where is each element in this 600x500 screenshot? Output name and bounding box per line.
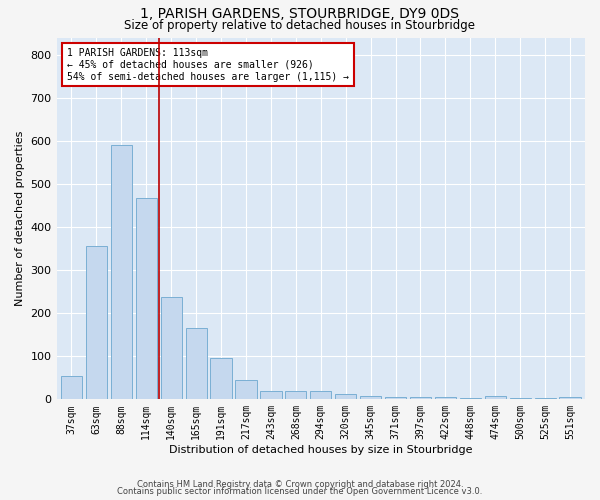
Bar xyxy=(136,198,157,400)
Text: Contains HM Land Registry data © Crown copyright and database right 2024.: Contains HM Land Registry data © Crown c… xyxy=(137,480,463,489)
Text: 1, PARISH GARDENS, STOURBRIDGE, DY9 0DS: 1, PARISH GARDENS, STOURBRIDGE, DY9 0DS xyxy=(140,8,460,22)
Bar xyxy=(335,394,356,400)
Bar xyxy=(360,396,381,400)
Bar xyxy=(435,397,456,400)
Bar xyxy=(111,145,132,400)
Bar xyxy=(410,397,431,400)
Y-axis label: Number of detached properties: Number of detached properties xyxy=(15,130,25,306)
Bar xyxy=(61,376,82,400)
X-axis label: Distribution of detached houses by size in Stourbridge: Distribution of detached houses by size … xyxy=(169,445,473,455)
Text: Size of property relative to detached houses in Stourbridge: Size of property relative to detached ho… xyxy=(125,18,476,32)
Bar xyxy=(310,391,331,400)
Bar xyxy=(260,390,281,400)
Bar xyxy=(211,358,232,400)
Bar xyxy=(535,398,556,400)
Bar xyxy=(161,297,182,400)
Bar xyxy=(509,398,531,400)
Bar xyxy=(559,397,581,400)
Bar xyxy=(86,246,107,400)
Bar xyxy=(385,397,406,400)
Bar xyxy=(185,328,207,400)
Text: Contains public sector information licensed under the Open Government Licence v3: Contains public sector information licen… xyxy=(118,487,482,496)
Bar xyxy=(285,391,307,400)
Bar xyxy=(460,398,481,400)
Text: 1 PARISH GARDENS: 113sqm
← 45% of detached houses are smaller (926)
54% of semi-: 1 PARISH GARDENS: 113sqm ← 45% of detach… xyxy=(67,48,349,82)
Bar xyxy=(485,396,506,400)
Bar xyxy=(235,380,257,400)
